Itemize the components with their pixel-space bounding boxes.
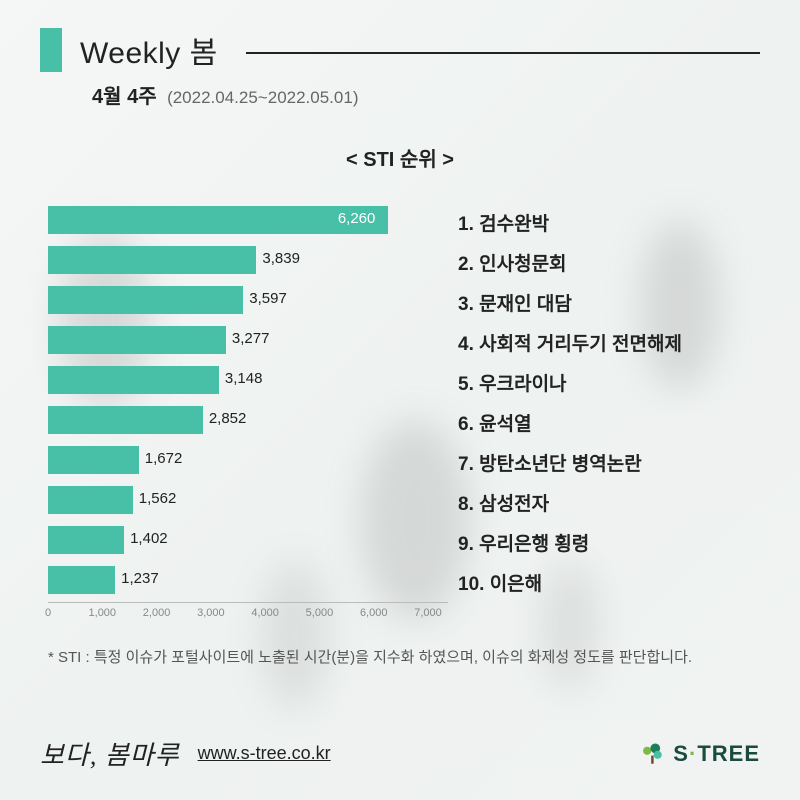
rank-item: 10. 이은해 <box>458 562 760 602</box>
header: Weekly 봄 <box>40 28 760 72</box>
x-tick: 7,000 <box>414 607 442 619</box>
bar-row: 1,237 <box>48 562 448 602</box>
rank-item: 2. 인사청문회 <box>458 242 760 282</box>
bar-value-label: 3,277 <box>232 330 270 347</box>
bar <box>48 286 243 314</box>
bar-value-label: 1,237 <box>121 570 159 587</box>
x-tick: 2,000 <box>143 607 171 619</box>
x-tick: 0 <box>45 607 51 619</box>
chart-heading: < STI 순위 > <box>40 143 760 172</box>
bar-row: 6,260 <box>48 202 448 242</box>
x-axis: 0 1,000 2,000 3,000 4,000 5,000 6,000 7,000 <box>48 602 448 632</box>
footnote: * STI : 특정 이슈가 포털사이트에 노출된 시간(분)을 지수화 하였으… <box>40 646 760 667</box>
bar-row: 3,277 <box>48 322 448 362</box>
brand-name: S·TREE <box>673 741 760 767</box>
week-label: 4월 4주 <box>92 86 157 108</box>
bar-value-label: 1,562 <box>139 490 177 507</box>
bar <box>48 366 219 394</box>
rank-item: 6. 윤석열 <box>458 402 760 442</box>
bar <box>48 566 115 594</box>
tree-icon <box>639 741 665 767</box>
rank-item: 3. 문재인 대담 <box>458 282 760 322</box>
bar <box>48 326 226 354</box>
bar-row: 3,148 <box>48 362 448 402</box>
bar-value-label: 3,839 <box>262 250 300 267</box>
rank-list: 1. 검수완박2. 인사청문회3. 문재인 대담4. 사회적 거리두기 전면해제… <box>458 202 760 632</box>
bar-value-label: 1,672 <box>145 450 183 467</box>
bar-row: 3,597 <box>48 282 448 322</box>
x-tick: 3,000 <box>197 607 225 619</box>
date-range: (2022.04.25~2022.05.01) <box>167 88 358 107</box>
x-tick: 1,000 <box>89 607 117 619</box>
page-title: Weekly 봄 <box>80 28 218 72</box>
bar-value-label: 6,260 <box>338 210 376 227</box>
bar <box>48 406 203 434</box>
rank-item: 1. 검수완박 <box>458 202 760 242</box>
bar <box>48 486 133 514</box>
bar-value-label: 3,597 <box>249 290 287 307</box>
bar <box>48 526 124 554</box>
bar-row: 2,852 <box>48 402 448 442</box>
rank-item: 4. 사회적 거리두기 전면해제 <box>458 322 760 362</box>
subtitle: 4월 4주 (2022.04.25~2022.05.01) <box>92 80 760 109</box>
x-tick: 5,000 <box>306 607 334 619</box>
accent-bar <box>40 28 62 72</box>
bar-value-label: 3,148 <box>225 370 263 387</box>
brand-url[interactable]: www.s-tree.co.kr <box>198 743 331 764</box>
bar-chart: 6,260 3,839 3,597 3,277 3,148 2,852 1,672 1,562… <box>48 202 448 632</box>
title-rule <box>246 52 760 54</box>
rank-item: 9. 우리은행 횡령 <box>458 522 760 562</box>
rank-item: 5. 우크라이나 <box>458 362 760 402</box>
x-tick: 4,000 <box>251 607 279 619</box>
bar-row: 1,562 <box>48 482 448 522</box>
footer: 보다, 봄마루 www.s-tree.co.kr S·TREE <box>40 735 760 772</box>
bar-value-label: 1,402 <box>130 530 168 547</box>
bar-row: 1,402 <box>48 522 448 562</box>
bar-value-label: 2,852 <box>209 410 247 427</box>
bar <box>48 246 256 274</box>
bar-row: 1,672 <box>48 442 448 482</box>
rank-item: 7. 방탄소년단 병역논란 <box>458 442 760 482</box>
bar <box>48 446 139 474</box>
x-tick: 6,000 <box>360 607 388 619</box>
bar-row: 3,839 <box>48 242 448 282</box>
rank-item: 8. 삼성전자 <box>458 482 760 522</box>
brand-logo: S·TREE <box>639 741 760 767</box>
slogan: 보다, 봄마루 <box>40 735 180 772</box>
